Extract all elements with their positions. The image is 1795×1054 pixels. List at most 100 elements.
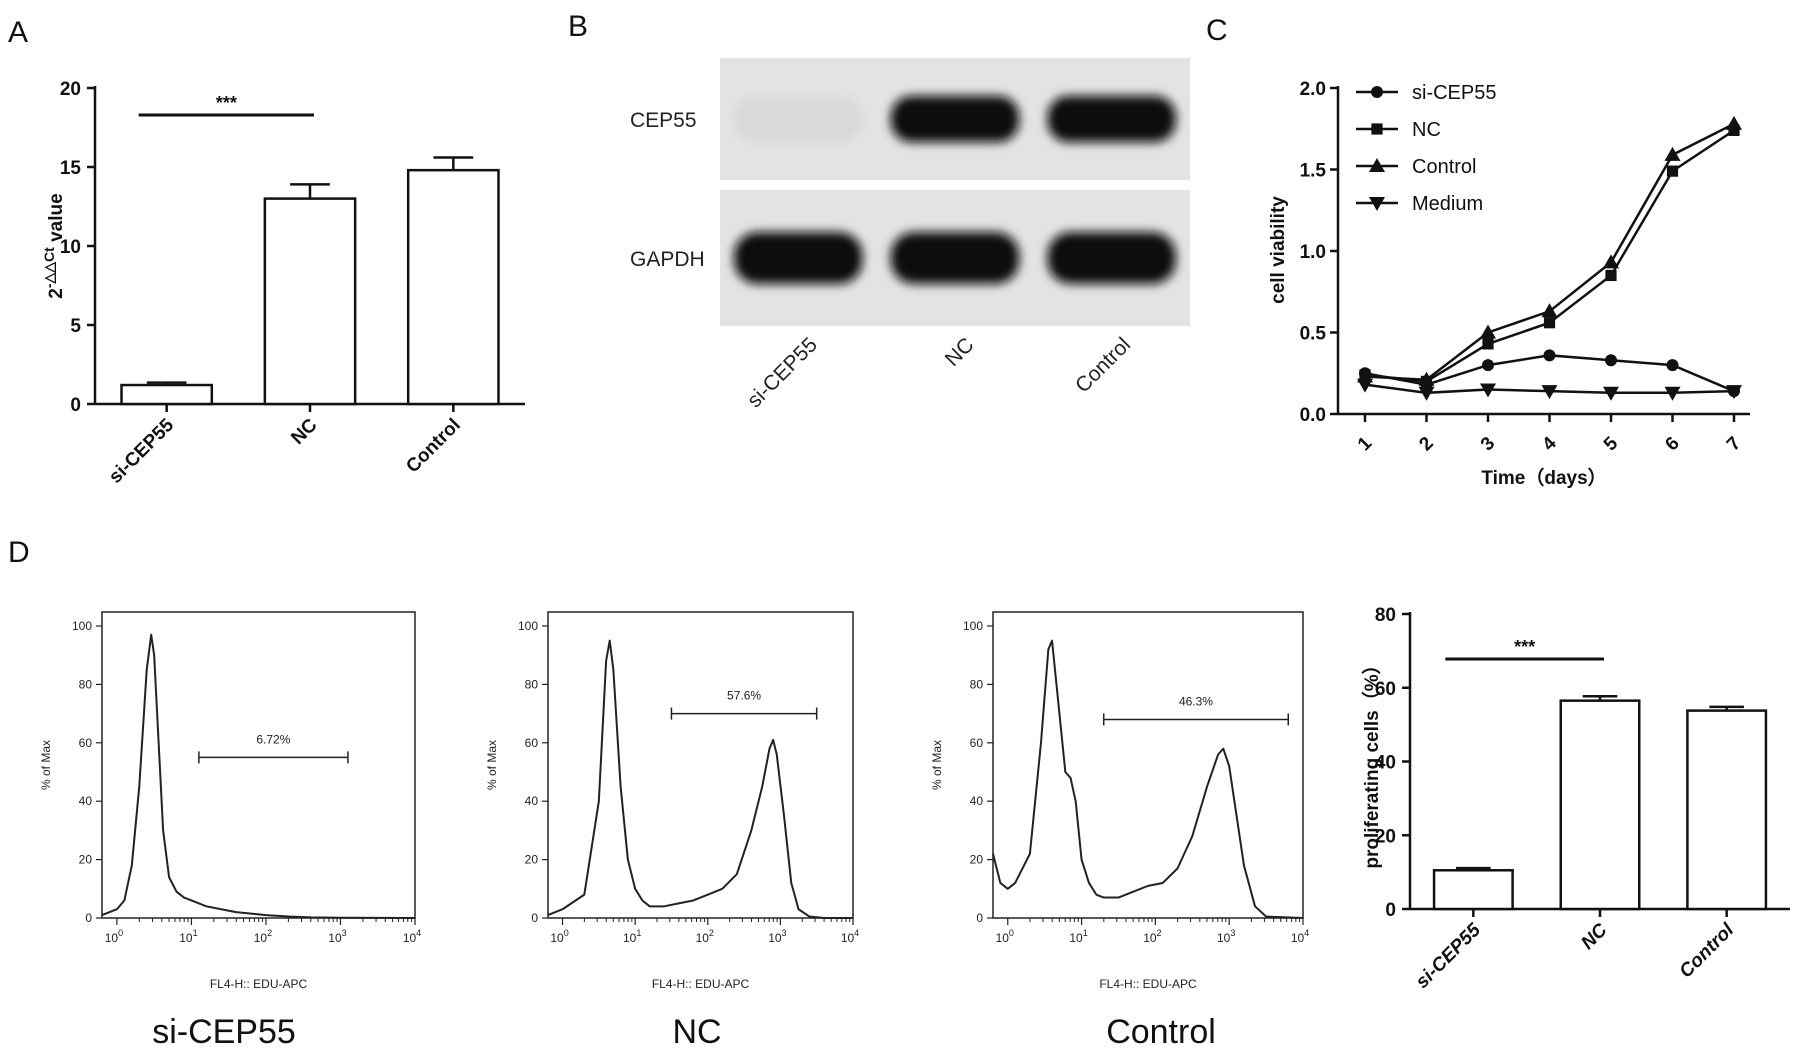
data-point-medium [1480, 383, 1496, 398]
x-axis-title: FL4-H:: EDU-APC [210, 977, 308, 991]
y-tick-label: 60 [79, 736, 93, 750]
data-point-medium [1603, 386, 1619, 401]
bar-si-cep55 [120, 383, 214, 406]
y-tick-label: 80 [79, 677, 93, 691]
y-tick-label: 2.0 [1300, 79, 1326, 100]
x-tick-label: 1 [1354, 433, 1377, 456]
x-tick-label: 100 [105, 928, 123, 945]
data-point-medium [1418, 386, 1435, 401]
x-axis-title: FL4-H:: EDU-APC [652, 977, 750, 991]
x-tick-label: 100 [550, 928, 568, 945]
band-gapdh-nc [890, 232, 1020, 284]
gate-percentage: 57.6% [727, 689, 761, 703]
histogram-caption: NC [672, 1013, 721, 1051]
band-cep55-si-cep55 [734, 95, 863, 143]
y-tick-label: 100 [72, 619, 92, 633]
y-tick-label: 60 [970, 736, 984, 750]
bar-si-cep55 [1432, 869, 1514, 911]
panel-letter-d: D [8, 536, 30, 569]
x-tick-label: 101 [179, 928, 197, 945]
x-tick-label: 103 [768, 928, 786, 945]
legend-label-medium: Medium [1412, 193, 1483, 215]
x-tick-label: 3 [1477, 433, 1499, 455]
gate-percentage: 46.3% [1179, 694, 1213, 708]
histogram-curve [992, 639, 1304, 919]
plot-frame [547, 611, 854, 919]
y-axis-title: % of Max [485, 740, 499, 790]
x-tick-label: 104 [1291, 928, 1309, 945]
y-tick-label: 1.5 [1300, 161, 1327, 182]
panel-letter-b: B [568, 10, 588, 43]
x-tick-label: 101 [623, 928, 641, 945]
band-gapdh-si-cep55 [734, 232, 863, 284]
y-tick-label: 1.0 [1300, 242, 1326, 263]
y-axis-title: 2-△△Ct value [41, 193, 67, 298]
bar-control [1686, 709, 1768, 911]
histogram-curve [101, 633, 416, 919]
legend-marker [1369, 158, 1385, 172]
y-axis-title: cell viability [1268, 196, 1289, 304]
x-tick-label: 2 [1415, 433, 1437, 455]
gate-percentage: 6.72% [256, 732, 290, 746]
y-tick-label: 100 [518, 619, 538, 633]
legend-label-si-cep55: si-CEP55 [1412, 82, 1496, 104]
panel-letter-c: C [1206, 14, 1228, 47]
histogram-curve [547, 639, 853, 919]
y-tick-label: 15 [60, 158, 82, 179]
y-tick-label: 60 [1375, 679, 1396, 700]
y-tick-label: 10 [60, 237, 81, 258]
data-point-si-cep55 [1482, 359, 1494, 372]
y-tick-label: 80 [970, 677, 984, 691]
band-cep55-control [1047, 95, 1176, 143]
y-tick-label: 40 [1375, 753, 1396, 774]
y-tick-label: 0 [70, 395, 81, 416]
x-axis-title: Time（days） [1481, 466, 1606, 489]
y-tick-label: 40 [525, 794, 539, 808]
panel-b-western-blot: CEP55 GAPDH si-CEP55 NC Control [630, 58, 1190, 412]
y-tick-label: 40 [79, 794, 93, 808]
data-point-control [1480, 324, 1496, 339]
significance-stars: *** [216, 93, 237, 113]
y-axis-title: % of Max [930, 740, 944, 790]
data-point-nc [1482, 338, 1494, 350]
x-tick-label: 4 [1538, 433, 1561, 456]
data-point-si-cep55 [1543, 349, 1556, 362]
y-tick-label: 0 [85, 911, 92, 925]
histogram-caption: si-CEP55 [152, 1013, 296, 1051]
data-point-control [1664, 146, 1681, 161]
y-axis-title: % of Max [39, 740, 53, 790]
panel-c-line-chart: 0.0 0.5 1.0 1.5 2.0 1 2 3 4 5 6 7 Time（days） cell via… [1268, 79, 1750, 489]
y-tick-label: 60 [525, 736, 539, 750]
data-point-nc [1666, 165, 1679, 177]
panel-a-bar-chart: 0 5 10 15 20 si-CEP55 NC Control *** 2-△△Ct value [41, 79, 525, 488]
data-point-si-cep55 [1666, 359, 1679, 372]
y-tick-label: 20 [1375, 826, 1396, 847]
band-label-cep55: CEP55 [630, 109, 697, 132]
x-category-label: si-CEP55 [105, 414, 178, 487]
x-tick-label: 102 [696, 928, 714, 945]
x-category-label: NC [287, 414, 321, 448]
y-tick-label: 0 [1385, 900, 1396, 921]
data-point-control [1603, 254, 1619, 269]
y-tick-label: 40 [970, 794, 984, 808]
x-tick-label: 7 [1723, 433, 1745, 455]
y-tick-label: 20 [525, 853, 539, 867]
x-category-label: NC [1577, 919, 1611, 953]
legend-label-nc: NC [1412, 119, 1441, 141]
lane-label: Control [1071, 333, 1135, 397]
x-tick-label: 101 [1069, 928, 1087, 945]
x-tick-label: 102 [1143, 928, 1161, 945]
y-tick-label: 20 [970, 853, 984, 867]
lane-label: NC [941, 333, 979, 371]
y-axis-title: proliferating cells（%） [1360, 655, 1383, 868]
data-point-control [1726, 115, 1742, 130]
legend-marker [1369, 197, 1385, 211]
x-category-label: si-CEP55 [1412, 919, 1485, 992]
x-axis-title: FL4-H:: EDU-APC [1099, 977, 1197, 991]
data-point-medium [1664, 386, 1681, 401]
y-tick-label: 20 [79, 853, 93, 867]
